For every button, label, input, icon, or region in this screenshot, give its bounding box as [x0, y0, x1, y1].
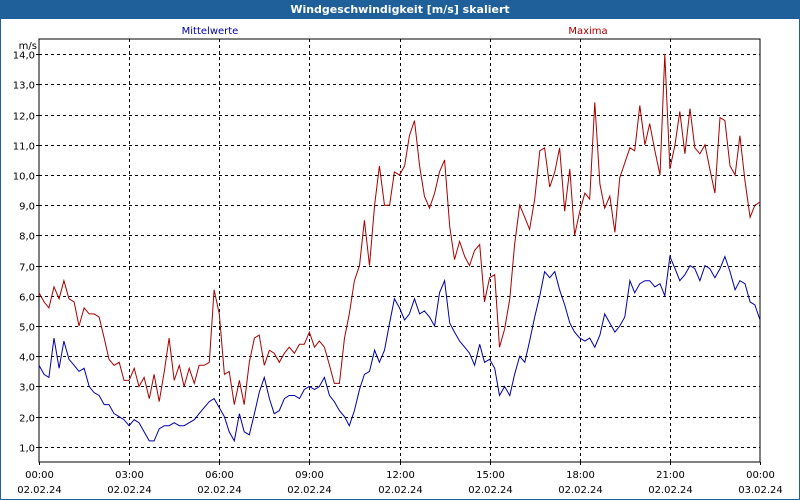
- y-tick-label: 4,0: [19, 353, 35, 364]
- y-tick-label: 14,0: [13, 51, 35, 62]
- x-tick-date: 02.02.24: [17, 485, 62, 496]
- chart-title: Windgeschwindigkeit [m/s] skaliert: [0, 0, 800, 19]
- x-tick-time: 15:00: [476, 470, 505, 481]
- x-tick-time: 21:00: [656, 470, 685, 481]
- y-tick-label: 2,0: [19, 414, 35, 425]
- x-axis: 00:00 02.02.24 03:00 02.02.24 06:00 02.02.24 0…: [17, 462, 783, 496]
- x-tick-time: 00:00: [25, 470, 54, 481]
- legend-mittelwerte: Mittelwerte: [182, 26, 239, 37]
- y-tick-label: 3,0: [19, 383, 35, 394]
- x-tick-date: 02.02.24: [197, 485, 242, 496]
- x-tick-date: 02.02.24: [468, 485, 513, 496]
- x-tick-date: 02.02.24: [558, 485, 603, 496]
- y-axis-label: m/s: [19, 41, 37, 52]
- x-tick-time: 12:00: [386, 470, 415, 481]
- x-tick-time: 18:00: [566, 470, 595, 481]
- x-tick-time: 06:00: [205, 470, 234, 481]
- series-line-mittelwerte: [38, 254, 761, 443]
- y-tick-label: 11,0: [13, 142, 35, 153]
- x-tick-time: 03:00: [115, 470, 144, 481]
- y-tick-label: 7,0: [19, 263, 35, 274]
- x-tick-date: 02.02.24: [378, 485, 423, 496]
- x-tick-date: 02.02.24: [648, 485, 693, 496]
- x-tick-time: 00:00: [746, 470, 775, 481]
- series-lines: [38, 54, 761, 443]
- series-line-maxima: [38, 54, 761, 405]
- x-tick-date: 03.02.24: [738, 485, 783, 496]
- plot-area: [38, 38, 761, 463]
- x-tick-date: 02.02.24: [287, 485, 332, 496]
- y-tick-label: 12,0: [13, 112, 35, 123]
- y-tick-label: 1,0: [19, 444, 35, 455]
- y-tick-label: 10,0: [13, 172, 35, 183]
- y-axis: 1,0 2,0 3,0 4,0 5,0 6,0 7,0 8,0 9,0 10,0 11,0 12,0 1…: [13, 51, 39, 455]
- grid-lines: [39, 39, 760, 462]
- legend-maxima: Maxima: [568, 26, 607, 37]
- y-tick-label: 13,0: [13, 81, 35, 92]
- x-tick-date: 02.02.24: [107, 485, 152, 496]
- y-tick-label: 8,0: [19, 232, 35, 243]
- x-tick-time: 09:00: [295, 470, 324, 481]
- y-tick-label: 5,0: [19, 323, 35, 334]
- y-tick-label: 6,0: [19, 293, 35, 304]
- y-tick-label: 9,0: [19, 202, 35, 213]
